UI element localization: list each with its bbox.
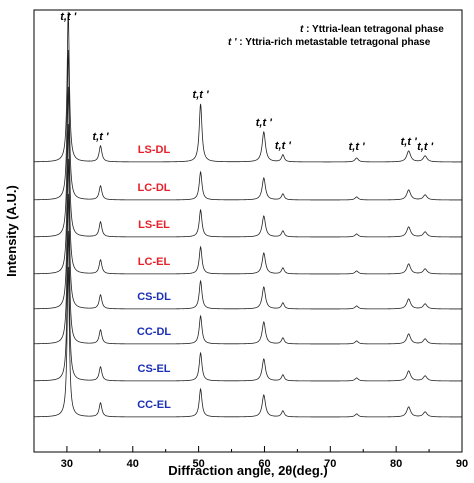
trace-ls-dl: [34, 11, 462, 163]
series-label: LC-DL: [138, 182, 171, 194]
trace-cs-el: [34, 230, 463, 382]
x-axis-label: Diffraction angle, 2θ(deg.): [168, 463, 327, 478]
legend-symbol: t ': [228, 37, 237, 48]
peak-label: t,t ': [275, 140, 291, 152]
trace-cc-dl: [34, 193, 463, 345]
series-label: LC-EL: [138, 256, 171, 268]
legend-line-lean: t : Yttria-lean tetragonal phase: [300, 24, 444, 35]
peak-label: t,t ': [193, 89, 209, 101]
peak-label: t,t ': [256, 117, 272, 129]
x-axis: 30 40 50 60 70 80 90: [33, 446, 468, 470]
x-tick-label: 50: [192, 458, 204, 470]
trace-cc-el: [34, 266, 463, 418]
trace-lc-dl: [34, 49, 463, 201]
peak-labels: t,t 't,t 't,t 't,t 't,t ' t,t ' t,t ' t,t ': [60, 11, 433, 153]
x-tick-label: 60: [258, 458, 270, 470]
series-labels: LS-DL LC-DL LS-EL LC-EL CS-DL CC-DL CS-EL CC-EL: [137, 144, 171, 411]
series-label: LS-DL: [138, 144, 171, 156]
trace-ls-el: [34, 86, 463, 238]
legend-symbol: t: [300, 24, 304, 35]
peak-label: t,t ': [417, 141, 433, 153]
series-label: CC-DL: [137, 326, 171, 338]
legend-text: : Yttria-lean tetragonal phase: [303, 24, 444, 35]
peak-label: t,t ': [401, 136, 417, 148]
trace-cs-dl: [34, 158, 463, 310]
y-axis-label: Intensity (A.U.): [4, 185, 19, 277]
x-tick-label: 70: [324, 458, 336, 470]
legend-line-rich: t ' : Yttria-rich metastable tetragonal …: [228, 37, 431, 48]
legend-text: : Yttria-rich metastable tetragonal phas…: [237, 37, 431, 48]
x-tick-label: 80: [390, 458, 402, 470]
peak-label: t,t ': [349, 141, 365, 153]
series-label: LS-EL: [138, 219, 170, 231]
diffraction-traces: [34, 11, 463, 418]
series-label: CS-DL: [137, 291, 171, 303]
trace-lc-el: [34, 123, 463, 275]
series-label: CC-EL: [137, 399, 171, 411]
series-label: CS-EL: [138, 363, 171, 375]
x-tick-label: 90: [456, 458, 468, 470]
peak-label: t,t ': [60, 11, 76, 23]
x-tick-label: 30: [61, 458, 73, 470]
plot-frame: [33, 9, 463, 453]
x-tick-label: 40: [127, 458, 139, 470]
peak-label: t,t ': [92, 131, 108, 143]
phase-legend: t : Yttria-lean tetragonal phase t ' : Y…: [228, 24, 444, 48]
